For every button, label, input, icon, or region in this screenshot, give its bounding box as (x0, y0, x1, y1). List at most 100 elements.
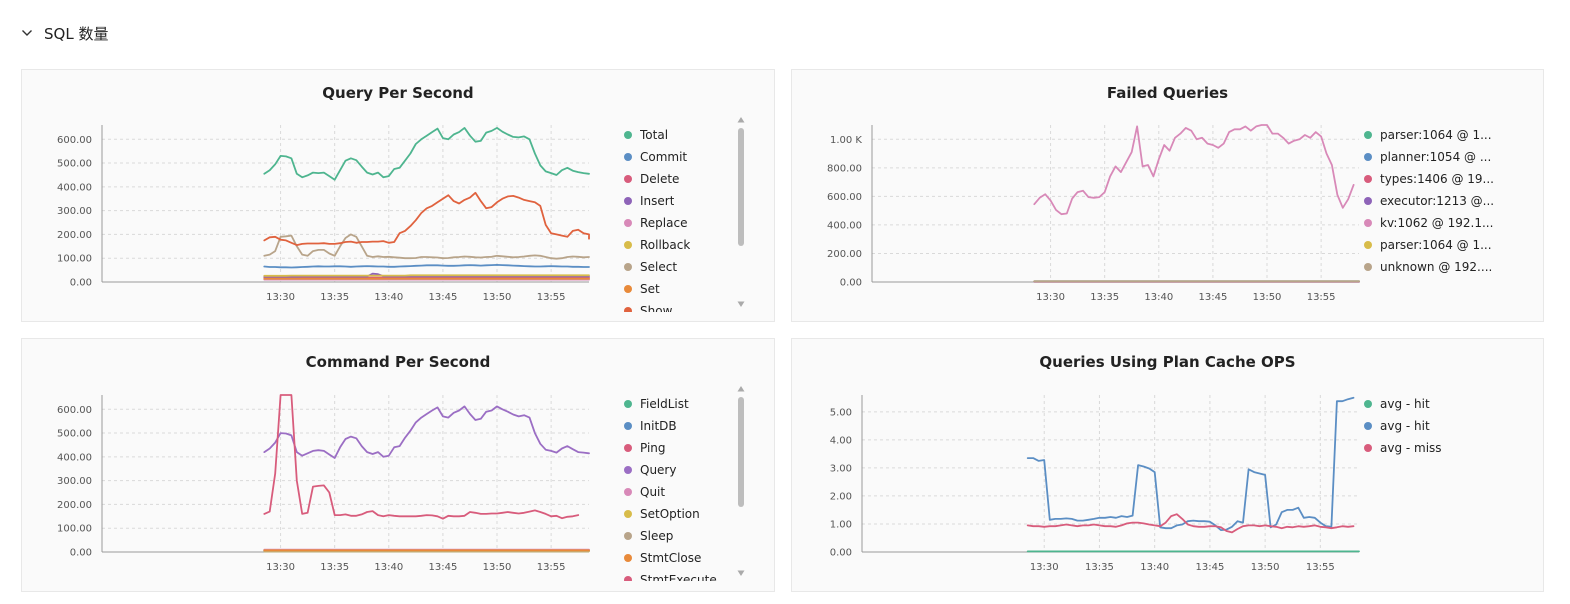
legend-dot-icon (624, 576, 632, 581)
x-tick-label: 13:30 (1030, 562, 1059, 573)
legend-item[interactable]: StmtExecute (624, 569, 734, 581)
chart-plan-cache-ops: 0.00 1.00 2.00 3.00 4.00 5.00 13:30 13:35 13:40 1… (830, 395, 1360, 573)
x-tick-label: 13:30 (1036, 292, 1065, 303)
x-tick-label: 13:30 (266, 292, 295, 303)
legend-item[interactable]: parser:1064 @ 1... (1364, 124, 1514, 146)
legend-label: Replace (640, 216, 688, 230)
legend-item[interactable]: Total (624, 124, 734, 146)
legend-scrollbar[interactable] (736, 385, 746, 577)
legend-item[interactable]: Set (624, 278, 734, 300)
x-tick-label: 13:45 (1195, 562, 1224, 573)
panel-query-per-second: Query Per Second 0.00 100.00 200.00 300.00 4… (21, 69, 775, 322)
x-tick-label: 13:30 (266, 562, 295, 573)
legend-dot-icon (1364, 197, 1372, 205)
x-tick-label: 13:35 (1090, 292, 1119, 303)
x-tick-label: 13:55 (537, 562, 566, 573)
legend-item[interactable]: Query (624, 459, 734, 481)
chart-legend: FieldList InitDB Ping Query Quit SetOption Sle… (624, 393, 734, 581)
section-header-sql-count[interactable]: SQL 数量 (20, 22, 108, 44)
scroll-down-icon[interactable] (736, 569, 746, 577)
x-tick-label: 13:55 (1307, 292, 1336, 303)
x-tick-label: 13:40 (374, 562, 403, 573)
legend-label: avg - hit (1380, 397, 1430, 411)
y-tick-label: 1.00 (830, 519, 852, 530)
x-tick-label: 13:35 (1085, 562, 1114, 573)
legend-label: parser:1064 @ 1... (1380, 238, 1492, 252)
legend-item[interactable]: InitDB (624, 415, 734, 437)
legend-dot-icon (624, 554, 632, 562)
legend-label: FieldList (640, 397, 689, 411)
legend-item[interactable]: FieldList (624, 393, 734, 415)
legend-item[interactable]: kv:1062 @ 192.1... (1364, 212, 1514, 234)
legend-item[interactable]: Sleep (624, 525, 734, 547)
chart-legend: avg - hit avg - hit avg - miss (1364, 393, 1514, 581)
section-title: SQL 数量 (44, 24, 109, 43)
legend-label: Commit (640, 150, 688, 164)
legend-label: InitDB (640, 419, 677, 433)
scroll-up-icon[interactable] (736, 116, 746, 124)
legend-item[interactable]: types:1406 @ 19... (1364, 168, 1514, 190)
y-tick-label: 600.00 (827, 192, 862, 203)
legend-dot-icon (624, 307, 632, 312)
legend-item[interactable]: Rollback (624, 234, 734, 256)
legend-item[interactable]: Commit (624, 146, 734, 168)
legend-item[interactable]: parser:1064 @ 1... (1364, 234, 1514, 256)
x-tick-label: 13:55 (537, 292, 566, 303)
legend-scroll-thumb[interactable] (738, 128, 744, 246)
legend-dot-icon (624, 131, 632, 139)
legend-dot-icon (624, 263, 632, 271)
legend-item[interactable]: avg - hit (1364, 415, 1514, 437)
y-tick-label: 2.00 (830, 491, 852, 502)
legend-label: StmtClose (640, 551, 702, 565)
chart-query-per-second: 0.00 100.00 200.00 300.00 400.00 500.00 600.00… (57, 125, 590, 303)
legend-item[interactable]: planner:1054 @ ... (1364, 146, 1514, 168)
y-tick-label: 100.00 (57, 254, 92, 265)
legend-dot-icon (624, 219, 632, 227)
legend-dot-icon (624, 153, 632, 161)
legend-item[interactable]: Select (624, 256, 734, 278)
y-tick-label: 400.00 (57, 182, 92, 193)
legend-scroll-thumb[interactable] (738, 397, 744, 507)
scroll-down-icon[interactable] (736, 300, 746, 308)
y-tick-label: 500.00 (57, 429, 92, 440)
x-tick-label: 13:50 (483, 292, 512, 303)
legend-dot-icon (1364, 400, 1372, 408)
x-tick-label: 13:50 (483, 562, 512, 573)
legend-label: types:1406 @ 19... (1380, 172, 1494, 186)
panel-title: Query Per Second (322, 84, 474, 102)
y-tick-label: 500.00 (57, 159, 92, 170)
legend-item[interactable]: Insert (624, 190, 734, 212)
legend-item[interactable]: unknown @ 192.... (1364, 256, 1514, 278)
legend-item[interactable]: Replace (624, 212, 734, 234)
series-line-8 (263, 191, 590, 247)
y-tick-label: 400.00 (827, 220, 862, 231)
legend-item[interactable]: Ping (624, 437, 734, 459)
legend-item[interactable]: executor:1213 @... (1364, 190, 1514, 212)
legend-item[interactable]: Show (624, 300, 734, 312)
series-line-4 (1033, 124, 1355, 216)
chart-legend: Total Commit Delete Insert Replace Rollback Se… (624, 124, 734, 312)
y-tick-label: 0.00 (70, 548, 92, 559)
legend-scrollbar[interactable] (736, 116, 746, 308)
legend-item[interactable]: Quit (624, 481, 734, 503)
legend-dot-icon (624, 197, 632, 205)
legend-item[interactable]: Delete (624, 168, 734, 190)
legend-dot-icon (1364, 131, 1372, 139)
chart-legend: parser:1064 @ 1... planner:1054 @ ... type… (1364, 124, 1514, 312)
series-line-3 (263, 405, 590, 459)
legend-item[interactable]: avg - miss (1364, 437, 1514, 459)
scroll-up-icon[interactable] (736, 385, 746, 393)
legend-label: avg - miss (1380, 441, 1442, 455)
y-tick-label: 200.00 (57, 230, 92, 241)
y-tick-label: 100.00 (57, 524, 92, 535)
legend-item[interactable]: avg - hit (1364, 393, 1514, 415)
legend-item[interactable]: StmtClose (624, 547, 734, 569)
legend-dot-icon (1364, 444, 1372, 452)
y-tick-label: 600.00 (57, 135, 92, 146)
legend-dot-icon (624, 488, 632, 496)
series-line-8 (263, 394, 580, 520)
y-tick-label: 4.00 (830, 435, 852, 446)
legend-dot-icon (1364, 241, 1372, 249)
legend-item[interactable]: SetOption (624, 503, 734, 525)
x-tick-label: 13:55 (1306, 562, 1335, 573)
